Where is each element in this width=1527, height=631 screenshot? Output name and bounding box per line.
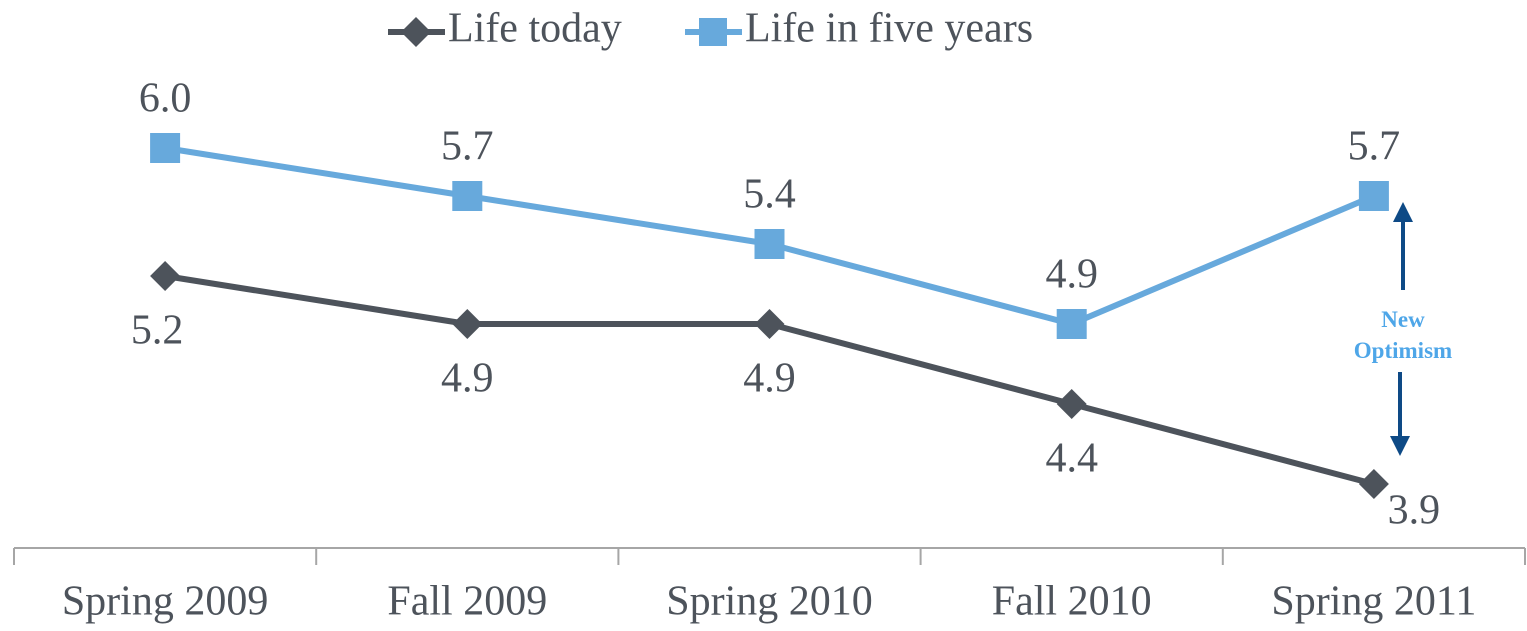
marker — [754, 309, 785, 339]
x-tick-label: Spring 2010 — [666, 579, 873, 625]
legend-marker — [401, 17, 431, 47]
data-label: 4.4 — [1045, 436, 1098, 482]
marker — [1056, 309, 1087, 339]
marker — [150, 261, 181, 291]
legend-label: Life today — [448, 6, 622, 52]
marker — [754, 229, 785, 259]
marker — [452, 309, 483, 339]
legend-label: Life in five years — [745, 6, 1033, 52]
data-label: 4.9 — [1045, 252, 1098, 298]
marker — [1358, 181, 1389, 211]
marker — [1358, 469, 1389, 499]
x-tick-label: Spring 2011 — [1271, 579, 1476, 625]
data-label: 3.9 — [1388, 488, 1441, 534]
x-tick-label: Fall 2010 — [992, 579, 1152, 625]
data-label: 4.9 — [441, 356, 494, 402]
data-label: 5.7 — [441, 124, 494, 170]
annotation: New Optimism — [1353, 307, 1453, 363]
data-label: 5.7 — [1348, 124, 1401, 170]
data-label: 5.4 — [743, 172, 796, 218]
data-label: 5.2 — [131, 308, 184, 354]
legend-marker — [699, 18, 727, 46]
data-label: 6.0 — [139, 76, 192, 122]
data-label: 4.9 — [743, 356, 796, 402]
x-tick-label: Spring 2009 — [62, 579, 269, 625]
marker — [150, 133, 181, 163]
marker — [452, 181, 483, 211]
marker — [1056, 389, 1087, 419]
x-tick-label: Fall 2009 — [387, 579, 547, 625]
